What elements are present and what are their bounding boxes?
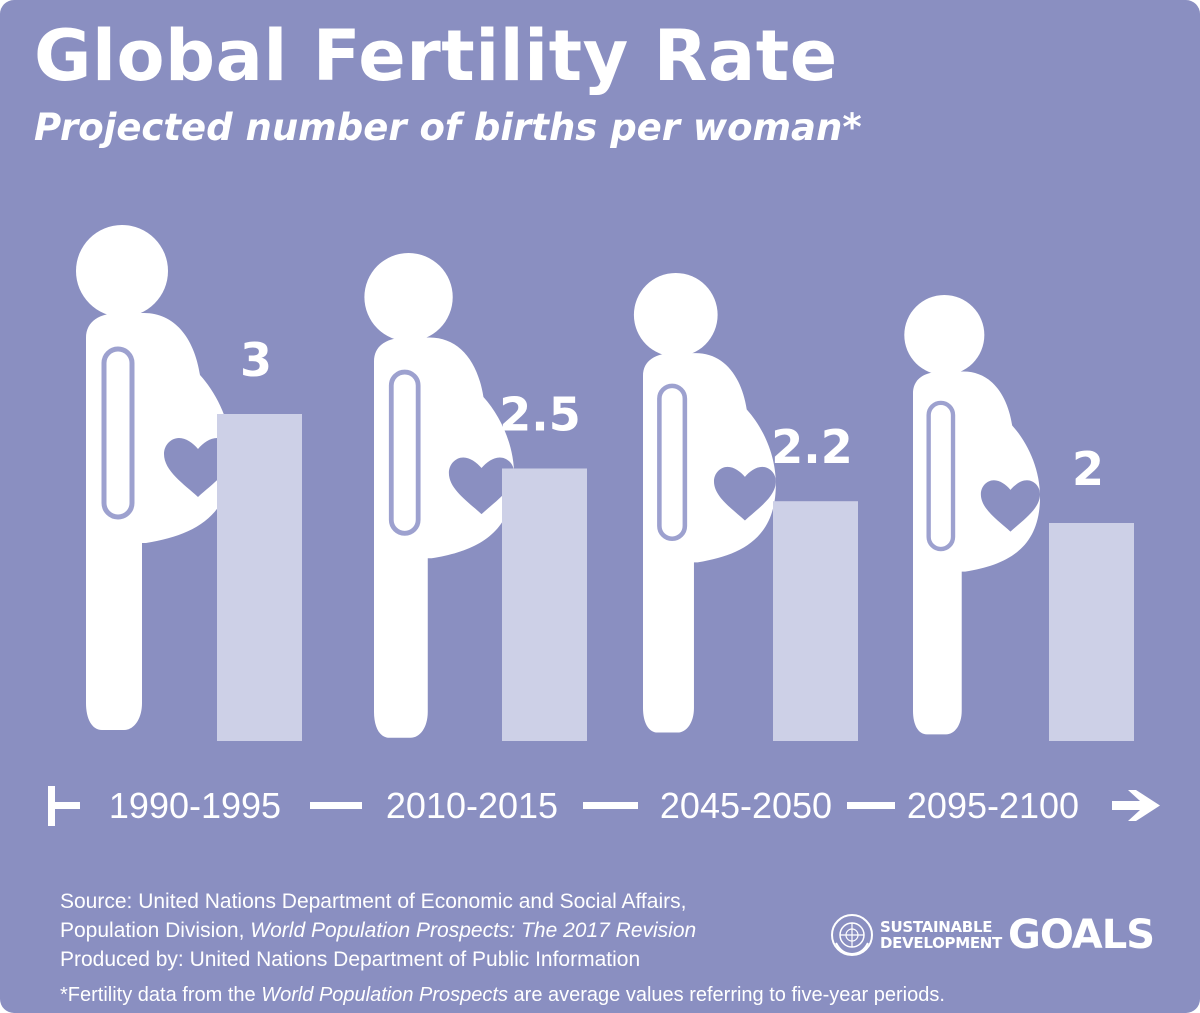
sdg-logo: SUSTAINABLE DEVELOPMENT GOALS <box>830 910 1155 960</box>
source-line-2-prefix: Population Division, <box>60 919 251 942</box>
timeline-arrow-icon <box>1112 790 1160 821</box>
figure-head <box>904 295 985 376</box>
sdg-wordmark: SUSTAINABLE DEVELOPMENT <box>880 919 1002 951</box>
timeline-dash <box>847 802 895 809</box>
mother-figures <box>76 225 1040 738</box>
figure-head <box>633 273 718 357</box>
footnote-publication: World Population Prospects <box>261 984 508 1006</box>
produced-by-line: Produced by: United Nations Department o… <box>60 948 641 971</box>
fertility-chart: 3 2.5 2.2 2 1990-1995 2010-2015 2045-2050 2095… <box>48 225 1160 826</box>
timeline-dash-start <box>48 802 80 809</box>
pregnant-woman-icon <box>374 337 514 737</box>
sdg-word-goals: GOALS <box>1007 912 1155 958</box>
bars <box>217 414 1134 741</box>
source-line-2: Population Division, World Population Pr… <box>60 916 696 945</box>
pregnant-woman-icon <box>86 313 232 730</box>
un-emblem-icon <box>831 914 873 956</box>
value-label: 2.2 <box>771 420 853 474</box>
chart-title: Global Fertility Rate <box>34 15 838 97</box>
value-labels: 3 2.5 2.2 2 <box>240 333 1104 496</box>
timeline-axis <box>48 786 1160 826</box>
period-label: 2010-2015 <box>386 785 558 826</box>
bar-2095-2100 <box>1049 523 1134 741</box>
figure-head <box>76 225 168 317</box>
pregnant-woman-icon <box>913 372 1040 735</box>
source-credits: Source: United Nations Department of Eco… <box>60 887 696 974</box>
bar-2010-2015 <box>502 468 587 741</box>
footnote-prefix: *Fertility data from the <box>60 984 262 1006</box>
timeline-dash <box>583 802 638 809</box>
period-label: 2045-2050 <box>660 785 832 826</box>
source-publication-title: World Population Prospects: The 2017 Rev… <box>250 919 697 942</box>
figure-head <box>364 253 453 342</box>
timeline-dash <box>310 802 362 809</box>
source-line-1: Source: United Nations Department of Eco… <box>60 890 687 913</box>
bar-1990-1995 <box>217 414 302 741</box>
period-label: 2095-2100 <box>907 785 1079 826</box>
footnote: *Fertility data from the World Populatio… <box>60 984 945 1007</box>
bar-2045-2050 <box>773 501 858 741</box>
chart-subtitle: Projected number of births per woman* <box>34 106 862 149</box>
sdg-word-development: DEVELOPMENT <box>880 934 1002 952</box>
period-label: 1990-1995 <box>109 785 281 826</box>
value-label: 3 <box>240 333 272 387</box>
footnote-suffix: are average values referring to five-yea… <box>507 984 945 1006</box>
value-label: 2.5 <box>499 388 581 442</box>
pregnant-woman-icon <box>643 353 776 732</box>
sdg-word-sustainable: SUSTAINABLE <box>880 918 993 936</box>
value-label: 2 <box>1072 442 1104 496</box>
period-labels: 1990-1995 2010-2015 2045-2050 2095-2100 <box>109 785 1079 826</box>
